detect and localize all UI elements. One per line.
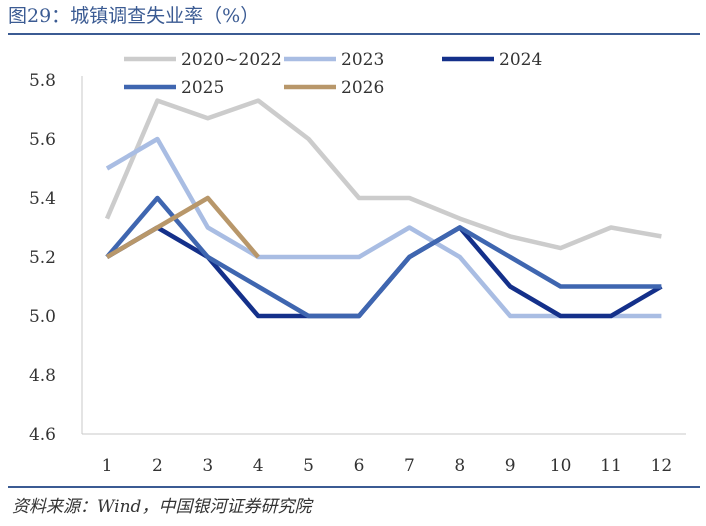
legend-item-2023: 2023 (284, 50, 384, 70)
legend-label: 2023 (341, 50, 384, 70)
x-tick-label: 9 (505, 456, 516, 476)
x-tick-label: 4 (253, 456, 264, 476)
x-tick-label: 10 (550, 456, 572, 476)
y-tick-label: 4.6 (29, 425, 56, 445)
x-tick-label: 5 (303, 456, 314, 476)
bottom-rule (8, 486, 700, 488)
legend: 2020~2022 2023 2024 2025 2026 (124, 50, 542, 98)
x-tick-label: 11 (600, 456, 622, 476)
x-tick-label: 8 (454, 456, 465, 476)
legend-item-2024: 2024 (442, 50, 542, 70)
legend-label: 2026 (341, 78, 384, 98)
x-tick-label: 3 (202, 456, 213, 476)
x-tick-label: 1 (102, 456, 113, 476)
y-tick-label: 5.6 (29, 130, 56, 150)
y-tick-label: 5.8 (29, 71, 56, 91)
x-tick-label: 12 (651, 456, 673, 476)
y-tick-label: 5.2 (29, 248, 56, 268)
y-tick-label: 5.4 (29, 189, 56, 209)
x-tick-label: 6 (354, 456, 365, 476)
x-tick-label: 7 (404, 456, 415, 476)
chart-title: 图29：城镇调查失业率（%） (8, 5, 260, 27)
legend-item-2020~2022: 2020~2022 (124, 50, 282, 70)
legend-label: 2025 (181, 78, 224, 98)
series-line-2020~2022 (104, 98, 662, 251)
legend-item-2026: 2026 (284, 78, 384, 98)
unemployment-line-chart: 2020~2022 2023 2024 2025 2026 4.6 4.8 5.0 5.2 5.… (29, 50, 686, 476)
legend-item-2025: 2025 (124, 78, 224, 98)
y-tick-label: 5.0 (29, 307, 56, 327)
legend-label: 2020~2022 (181, 50, 282, 70)
top-rule (8, 33, 700, 35)
axes: 4.64.85.05.25.45.65.81 2 3 4 5 6 7 8 9 10 11 12 (29, 71, 686, 476)
series-line-2025 (105, 195, 662, 319)
legend-label: 2024 (499, 50, 542, 70)
y-tick-label: 4.8 (29, 366, 56, 386)
series-lines (104, 98, 663, 319)
source-note: 资料来源：Wind，中国银河证券研究院 (12, 497, 312, 517)
series-line-2026 (105, 195, 260, 259)
x-tick-label: 2 (152, 456, 163, 476)
